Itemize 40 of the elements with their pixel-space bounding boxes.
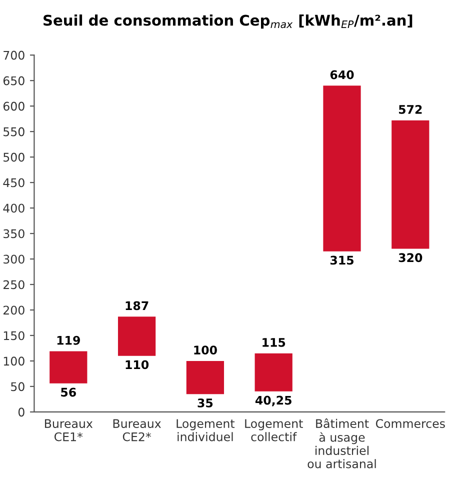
- x-tick-label: Logement individuel: [176, 419, 235, 442]
- bar: [50, 351, 88, 384]
- bar: [254, 353, 292, 392]
- y-tick-label: 500: [4, 152, 24, 162]
- chart-title: Seuil de consommation Cep$_{max}$ [kWh$_{EP}$/m².an]: [44, 14, 412, 29]
- annotation: 100: [194, 346, 217, 355]
- annotation: 40,25: [255, 396, 292, 406]
- y-tick-label: 600: [3, 102, 24, 111]
- annotation: 35: [198, 398, 213, 408]
- y-tick-label: 350: [4, 229, 24, 238]
- annotation: 640: [330, 70, 354, 80]
- bar: [186, 360, 224, 394]
- x-tick-label: Logement collectif: [245, 419, 303, 442]
- x-tick-label: Commerces: [376, 419, 445, 428]
- y-tick-label: 100: [4, 356, 24, 366]
- y-tick-label: 700: [4, 50, 24, 60]
- y-tick-label: 650: [3, 76, 24, 86]
- x-tick-label: Bureaux CE1*: [44, 419, 93, 442]
- y-tick-label: 300: [4, 254, 24, 264]
- y-tick-label: 0: [18, 408, 24, 417]
- y-tick-label: 250: [4, 280, 24, 290]
- annotation: 115: [262, 338, 286, 347]
- x-tick-label: Bureaux CE2*: [113, 419, 161, 442]
- annotation: 315: [330, 256, 354, 265]
- annotation: 187: [126, 301, 148, 310]
- bar: [323, 86, 361, 252]
- y-tick-label: 400: [3, 204, 24, 213]
- y-tick-label: 50: [11, 382, 24, 392]
- bar: [118, 316, 156, 356]
- annotation: 119: [57, 336, 80, 345]
- annotation: 320: [398, 253, 422, 262]
- y-tick-label: 200: [4, 306, 24, 315]
- annotation: 110: [126, 360, 149, 370]
- y-tick-label: 150: [4, 331, 24, 340]
- bar: [392, 120, 430, 249]
- x-tick-label: Bâtiment à usage industriel ou artisanal: [308, 418, 376, 468]
- y-tick-label: 450: [3, 178, 24, 188]
- annotation: 56: [61, 388, 76, 397]
- y-tick-label: 550: [4, 127, 24, 136]
- annotation: 572: [398, 104, 422, 114]
